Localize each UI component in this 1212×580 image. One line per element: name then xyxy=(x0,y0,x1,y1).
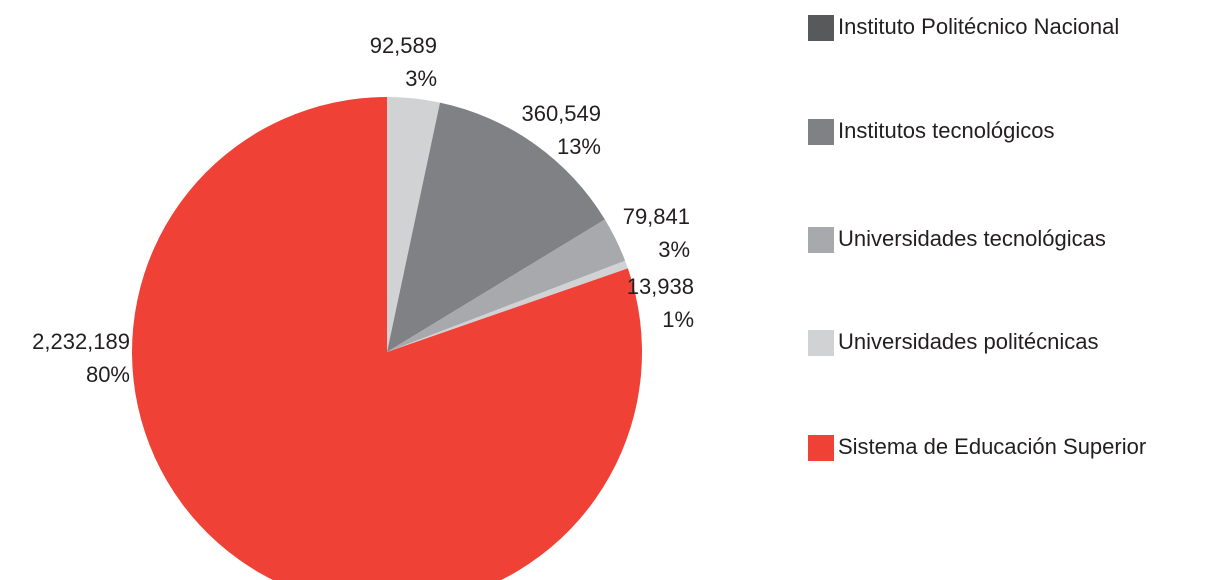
percent-label: 80% xyxy=(86,362,130,387)
percent-label: 13% xyxy=(557,134,601,159)
pie-slice xyxy=(132,97,642,580)
pie-slice xyxy=(387,219,626,352)
legend-swatch xyxy=(808,330,834,356)
legend-label: Institutos tecnológicos xyxy=(838,118,1054,143)
legend-label: Universidades politécnicas xyxy=(838,329,1098,354)
value-label: 79,841 xyxy=(623,204,690,229)
pie-slice xyxy=(387,102,605,353)
legend-swatch xyxy=(808,227,834,253)
pie-slice xyxy=(387,260,628,352)
value-label: 2,232,189 xyxy=(32,329,130,354)
legend-swatch xyxy=(808,119,834,145)
legend-label: Instituto Politécnico Nacional xyxy=(838,14,1119,39)
value-label: 360,549 xyxy=(521,101,601,126)
legend-label: Sistema de Educación Superior xyxy=(838,434,1146,459)
pie-slice xyxy=(387,97,440,352)
percent-label: 3% xyxy=(405,66,437,91)
percent-label: 3% xyxy=(658,237,690,262)
percent-label: 1% xyxy=(662,307,694,332)
legend-swatch xyxy=(808,15,834,41)
value-label: 13,938 xyxy=(627,274,694,299)
value-label: 92,589 xyxy=(370,33,437,58)
legend-swatch xyxy=(808,435,834,461)
legend-label: Universidades tecnológicas xyxy=(838,226,1106,251)
